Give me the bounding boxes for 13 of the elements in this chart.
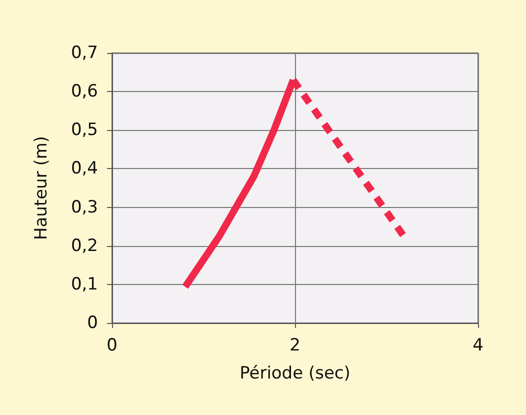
y-tick-label: 0,6	[70, 82, 98, 102]
y-tick-label: 0,2	[70, 236, 98, 256]
x-tick-label: 2	[290, 336, 300, 356]
x-axis-title: Période (sec)	[240, 364, 350, 384]
y-tick-label: 0,1	[70, 274, 98, 294]
y-tick-label: 0,7	[70, 43, 98, 63]
y-tick-label: 0	[87, 313, 98, 333]
y-tick-label: 0,4	[70, 158, 98, 179]
x-tick-label: 0	[106, 336, 118, 356]
x-tick-label: 4	[472, 336, 484, 356]
y-tick-label: 0,3	[70, 197, 98, 218]
y-tick-label: 0,5	[70, 120, 98, 140]
y-axis-title: Hauteur (m)	[32, 136, 52, 240]
